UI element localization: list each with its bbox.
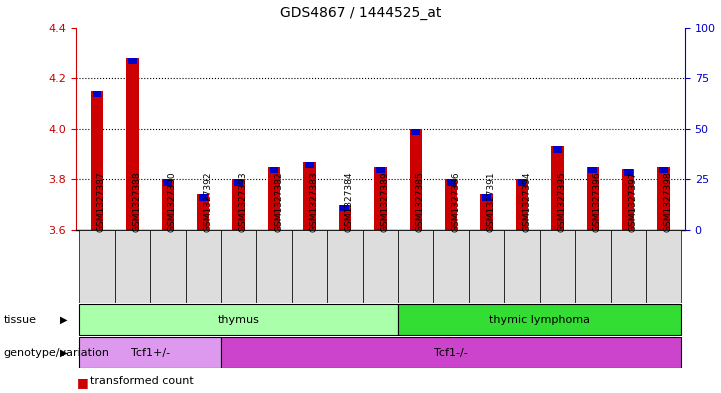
- Bar: [480, 195, 492, 230]
- FancyBboxPatch shape: [79, 304, 398, 335]
- Text: GDS4867 / 1444525_at: GDS4867 / 1444525_at: [280, 6, 441, 20]
- Text: thymus: thymus: [218, 315, 260, 325]
- FancyBboxPatch shape: [185, 230, 221, 303]
- FancyBboxPatch shape: [398, 304, 681, 335]
- Bar: [339, 205, 351, 230]
- Text: ■: ■: [77, 376, 89, 389]
- Bar: [445, 179, 457, 230]
- FancyBboxPatch shape: [646, 230, 681, 303]
- FancyBboxPatch shape: [611, 230, 646, 303]
- Bar: [411, 129, 420, 135]
- FancyBboxPatch shape: [575, 230, 611, 303]
- Text: GSM1327388: GSM1327388: [133, 171, 141, 232]
- Text: GSM1327398: GSM1327398: [664, 171, 673, 232]
- Bar: [552, 147, 564, 230]
- Bar: [588, 167, 597, 173]
- Bar: [516, 179, 528, 230]
- Bar: [518, 179, 526, 185]
- Text: GSM1327383: GSM1327383: [309, 171, 319, 232]
- Text: genotype/variation: genotype/variation: [4, 347, 110, 358]
- FancyBboxPatch shape: [79, 230, 115, 303]
- Bar: [658, 167, 670, 230]
- Bar: [126, 58, 138, 230]
- Text: GSM1327389: GSM1327389: [381, 171, 389, 232]
- Text: GSM1327385: GSM1327385: [416, 171, 425, 232]
- Text: GSM1327396: GSM1327396: [593, 171, 602, 232]
- FancyBboxPatch shape: [221, 338, 681, 367]
- Text: tissue: tissue: [4, 314, 37, 325]
- Text: GSM1327386: GSM1327386: [451, 171, 460, 232]
- FancyBboxPatch shape: [292, 230, 327, 303]
- FancyBboxPatch shape: [327, 230, 363, 303]
- FancyBboxPatch shape: [540, 230, 575, 303]
- Bar: [162, 179, 174, 230]
- Bar: [587, 167, 599, 230]
- Text: GSM1327397: GSM1327397: [628, 171, 637, 232]
- Text: ▶: ▶: [60, 314, 67, 325]
- FancyBboxPatch shape: [363, 230, 398, 303]
- Text: Tcf1-/-: Tcf1-/-: [434, 347, 468, 358]
- Bar: [234, 179, 243, 185]
- Text: GSM1327390: GSM1327390: [168, 171, 177, 232]
- Text: transformed count: transformed count: [90, 376, 194, 386]
- Bar: [128, 58, 137, 64]
- Text: GSM1327394: GSM1327394: [522, 172, 531, 232]
- FancyBboxPatch shape: [433, 230, 469, 303]
- Text: GSM1327391: GSM1327391: [487, 171, 495, 232]
- Text: GSM1327395: GSM1327395: [557, 171, 567, 232]
- Bar: [268, 167, 280, 230]
- FancyBboxPatch shape: [79, 338, 221, 367]
- Bar: [197, 195, 209, 230]
- FancyBboxPatch shape: [221, 230, 257, 303]
- Bar: [305, 162, 314, 168]
- Text: GSM1327392: GSM1327392: [203, 172, 212, 232]
- Bar: [232, 179, 245, 230]
- Bar: [447, 179, 456, 185]
- FancyBboxPatch shape: [504, 230, 540, 303]
- Bar: [91, 91, 103, 230]
- Bar: [624, 169, 633, 176]
- Bar: [304, 162, 316, 230]
- Text: Tcf1+/-: Tcf1+/-: [131, 347, 169, 358]
- Bar: [340, 205, 350, 211]
- Text: GSM1327384: GSM1327384: [345, 172, 354, 232]
- FancyBboxPatch shape: [469, 230, 504, 303]
- FancyBboxPatch shape: [150, 230, 185, 303]
- Bar: [410, 129, 422, 230]
- Text: GSM1327393: GSM1327393: [239, 171, 247, 232]
- Text: GSM1327382: GSM1327382: [274, 172, 283, 232]
- Bar: [376, 167, 385, 173]
- Text: thymic lymphoma: thymic lymphoma: [490, 315, 590, 325]
- Bar: [659, 167, 668, 173]
- FancyBboxPatch shape: [257, 230, 292, 303]
- Bar: [622, 169, 634, 230]
- FancyBboxPatch shape: [398, 230, 433, 303]
- Text: GSM1327387: GSM1327387: [97, 171, 106, 232]
- Text: ▶: ▶: [60, 347, 67, 358]
- Bar: [482, 195, 491, 201]
- Bar: [374, 167, 386, 230]
- Bar: [164, 179, 172, 185]
- Bar: [553, 147, 562, 153]
- FancyBboxPatch shape: [115, 230, 150, 303]
- Bar: [199, 195, 208, 201]
- Bar: [270, 167, 278, 173]
- Bar: [92, 91, 102, 97]
